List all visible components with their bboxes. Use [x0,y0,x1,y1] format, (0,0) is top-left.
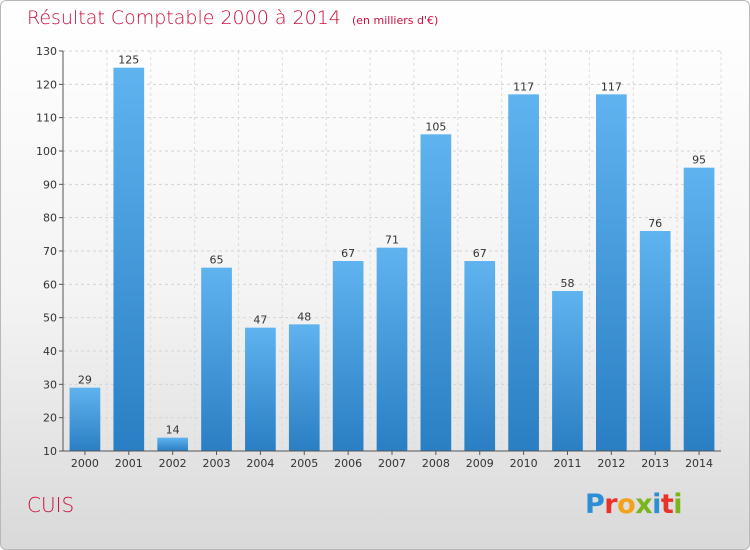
y-tick-label: 120 [36,78,57,91]
x-tick-label-2011: 2011 [553,457,581,470]
x-tick-label-2005: 2005 [290,457,318,470]
x-tick-label-2008: 2008 [422,457,450,470]
value-label-2005: 48 [297,310,311,323]
bar-2008 [420,134,452,452]
y-tick-label: 30 [43,378,57,391]
logo-letter: r [604,489,618,520]
chart-title-main: Résultat Comptable 2000 à 2014 [27,7,341,29]
value-label-2002: 14 [166,424,180,437]
bar-2003 [201,267,232,451]
bar-2004 [245,327,276,451]
bar-2007 [376,247,408,451]
value-label-2001: 125 [118,54,139,67]
bar-2005 [288,324,320,451]
value-label-2011: 58 [560,277,574,290]
y-tick-label: 10 [43,445,57,458]
bar-2013 [639,231,671,451]
bars: 29 125 14 65 47 48 67 71 105 67 117 58 117 76 95 [69,54,715,452]
y-tick-label: 70 [43,245,57,258]
x-tick-label-2002: 2002 [159,457,187,470]
y-tick-label: 50 [43,312,57,325]
y-tick-label: 130 [36,45,57,58]
bar-2006 [332,261,364,451]
value-label-2008: 105 [425,120,446,133]
x-tick-label-2004: 2004 [246,457,274,470]
chart-title: Résultat Comptable 2000 à 2014 (en milli… [27,7,438,29]
y-tick-label: 80 [43,212,57,225]
bar-2014 [683,167,715,451]
value-label-2014: 95 [692,154,706,167]
x-tick-label-2013: 2013 [641,457,669,470]
x-tick-label-2007: 2007 [378,457,406,470]
bar-2011 [552,291,583,451]
x-tick-label-2009: 2009 [466,457,494,470]
x-tick-label-2012: 2012 [597,457,625,470]
value-label-2004: 47 [253,314,267,327]
value-label-2009: 67 [473,247,487,260]
x-tick-label-2014: 2014 [685,457,713,470]
value-label-2000: 29 [78,374,92,387]
y-tick-label: 110 [36,112,57,125]
x-tick-label-2010: 2010 [510,457,538,470]
bar-2012 [595,94,627,451]
logo-letter: i [673,489,683,520]
value-label-2003: 65 [210,254,224,267]
x-tick-label-2006: 2006 [334,457,362,470]
value-label-2010: 117 [513,80,534,93]
bar-2009 [464,261,496,451]
logo-letter: P [585,489,605,520]
y-tick-label: 100 [36,145,57,158]
y-tick-label: 20 [43,412,57,425]
x-tick-label-2001: 2001 [115,457,143,470]
logo-letter: i [652,489,661,520]
bar-2002 [157,437,189,451]
proxiti-logo: Proxiti [585,489,683,520]
logo-letter: x [635,489,653,520]
bar-2001 [113,67,145,452]
commune-name: CUIS [27,493,75,517]
chart-subtitle: (en milliers d'€) [351,14,439,27]
x-tick-label-2003: 2003 [203,457,231,470]
value-label-2013: 76 [648,217,662,230]
value-label-2012: 117 [601,80,622,93]
axes: 10 20 30 40 50 60 70 80 90 100 110 120 130 2000 2001 20… [36,45,721,470]
x-tick-label-2000: 2000 [71,457,99,470]
y-tick-label: 90 [43,178,57,191]
value-label-2006: 67 [341,247,355,260]
logo-letter: t [660,489,674,520]
logo-letter: o [617,489,636,520]
y-tick-label: 60 [43,278,57,291]
bar-2010 [508,94,539,451]
value-label-2007: 71 [385,234,399,247]
y-tick-label: 40 [43,345,57,358]
bar-2000 [69,387,101,451]
